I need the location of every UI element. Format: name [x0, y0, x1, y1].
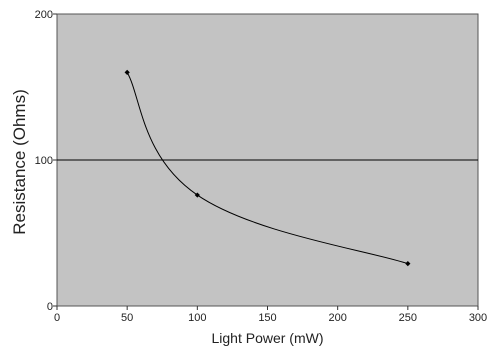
- data-point-marker: [124, 69, 130, 75]
- y-tick-label: 0: [47, 301, 53, 313]
- data-markers: [124, 69, 411, 267]
- series-line: [126, 72, 408, 265]
- y-axis-title: Resistance (Ohms): [10, 89, 29, 234]
- x-tick-label: 150: [258, 312, 276, 324]
- x-tick-label: 0: [54, 312, 60, 324]
- data-point-marker: [194, 192, 200, 198]
- x-tick-label: 250: [399, 312, 417, 324]
- x-axis-title: Light Power (mW): [211, 330, 323, 346]
- x-tick-label: 200: [328, 312, 346, 324]
- x-tick-label: 100: [188, 312, 206, 324]
- x-tick-label: 50: [121, 312, 133, 324]
- data-point-marker: [405, 261, 411, 267]
- x-axis-ticks: 0 50 100 150 200 250 300: [54, 306, 487, 324]
- y-axis-ticks: 0 100 200: [35, 9, 57, 313]
- y-tick-label: 100: [35, 155, 53, 167]
- y-tick-label: 200: [35, 9, 53, 21]
- x-tick-label: 300: [469, 312, 487, 324]
